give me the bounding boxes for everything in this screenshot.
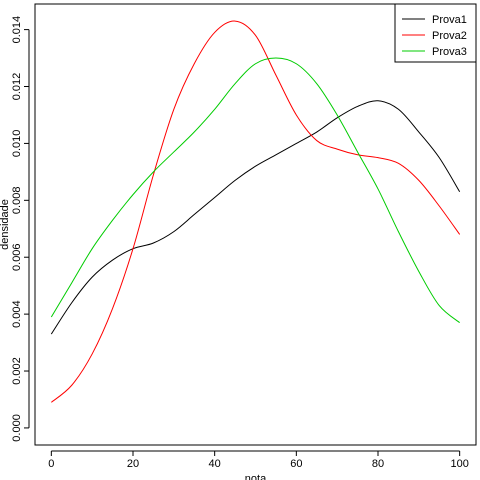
series-line-prova1	[50, 100, 461, 335]
legend-label-prova3: Prova3	[432, 46, 467, 58]
axes-layer: 0 20 40 60 80 100 0.000 0.002 0.004 0.006 0.008 0.0…	[11, 16, 469, 470]
legend: Prova1 Prova2 Prova3	[394, 3, 477, 63]
y-tick-label: 0.014	[11, 16, 23, 44]
y-axis-label: densidade	[0, 199, 11, 250]
legend-label-prova2: Prova2	[432, 30, 467, 42]
y-tick-label: 0.010	[11, 130, 23, 158]
y-tick-label: 0.004	[11, 300, 23, 328]
plot-layer	[50, 20, 461, 403]
x-axis-label: nota	[245, 473, 267, 480]
y-tick-label: 0.002	[11, 357, 23, 385]
x-tick-label: 80	[372, 458, 384, 470]
x-tick-label: 60	[290, 458, 302, 470]
legend-box	[394, 3, 477, 63]
legend-label-prova1: Prova1	[432, 14, 467, 26]
series-line-prova3	[50, 57, 460, 324]
plot-frame	[34, 3, 477, 446]
x-tick-label: 100	[450, 458, 468, 470]
series-line-prova2	[51, 20, 461, 403]
x-tick-label: 20	[127, 458, 139, 470]
y-tick-label: 0.012	[11, 73, 23, 101]
x-tick-label: 40	[209, 458, 221, 470]
y-tick-label: 0.000	[11, 414, 23, 442]
x-tick-label: 0	[48, 458, 54, 470]
y-tick-label: 0.006	[11, 243, 23, 271]
y-tick-label: 0.008	[11, 187, 23, 215]
